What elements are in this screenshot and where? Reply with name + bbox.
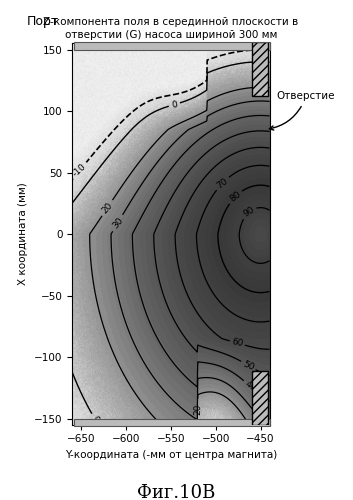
Text: 50: 50 <box>241 359 256 372</box>
Bar <box>74 418 270 426</box>
Text: 90: 90 <box>242 205 257 219</box>
Text: 0: 0 <box>196 419 205 430</box>
Text: 20: 20 <box>193 404 202 415</box>
Text: -10: -10 <box>71 162 88 179</box>
Text: 0: 0 <box>90 414 101 425</box>
Bar <box>252 370 268 424</box>
Text: 70: 70 <box>215 176 230 190</box>
Title: Z-компонента поля в серединной плоскости в
отверстии (G) насоса шириной 300 мм: Z-компонента поля в серединной плоскости… <box>43 18 299 40</box>
Text: 20: 20 <box>100 200 114 215</box>
Bar <box>252 42 268 96</box>
Text: Отверстие: Отверстие <box>269 92 335 130</box>
Text: 60: 60 <box>231 338 244 348</box>
Y-axis label: Х координата (мм): Х координата (мм) <box>18 182 28 286</box>
Text: 30: 30 <box>110 216 125 230</box>
Text: 40: 40 <box>243 380 257 394</box>
Text: Порт: Порт <box>26 15 59 28</box>
Text: Фиг.10В: Фиг.10В <box>137 484 216 500</box>
Text: 0: 0 <box>170 100 178 110</box>
Bar <box>74 42 270 50</box>
Text: 80: 80 <box>228 190 243 203</box>
X-axis label: Y-координата (-мм от центра магнита): Y-координата (-мм от центра магнита) <box>65 450 277 460</box>
